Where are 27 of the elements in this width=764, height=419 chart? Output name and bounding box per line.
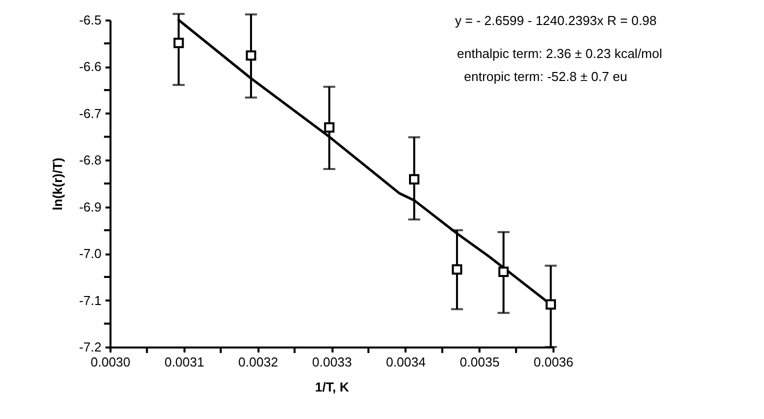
x-tick-label: 0.0035 — [460, 354, 500, 370]
annotation: enthalpic term: 2.36 ± 0.23 kcal/mol — [457, 46, 662, 61]
y-tick-label: -6.5 — [79, 12, 102, 28]
y-tick-label: -7.0 — [79, 246, 102, 262]
y-tick-label: -6.6 — [79, 59, 102, 74]
x-tick-label: 0.0030 — [90, 354, 130, 370]
point — [546, 299, 556, 310]
annotation: entropic term: -52.8 ± 0.7 eu — [464, 69, 628, 84]
y-tick-label: -7.1 — [79, 292, 102, 308]
point — [498, 266, 509, 277]
y-axis-title: ln(k(r)/T) — [50, 158, 66, 210]
point — [173, 38, 184, 48]
annotation: y = - 2.6599 - 1240.2393x R = 0.98 — [455, 13, 657, 28]
y-tick-label: -6.9 — [79, 199, 102, 214]
x-tick-label: 0.0031 — [164, 354, 204, 370]
point — [246, 50, 256, 61]
y-tick-label: -6.7 — [79, 106, 102, 121]
x-tick-label: 0.0034 — [386, 354, 426, 370]
x-tick-label: 0.0033 — [312, 354, 352, 370]
x-tick-label: 0.0032 — [238, 354, 278, 370]
point — [409, 174, 420, 184]
point — [324, 122, 334, 133]
point — [452, 264, 462, 275]
y-tick-label: -6.8 — [79, 152, 102, 168]
y-tick-label: -7.2 — [79, 340, 102, 354]
x-tick-label: 0.0036 — [534, 354, 574, 370]
x-axis-title: 1/T, K — [315, 380, 350, 394]
